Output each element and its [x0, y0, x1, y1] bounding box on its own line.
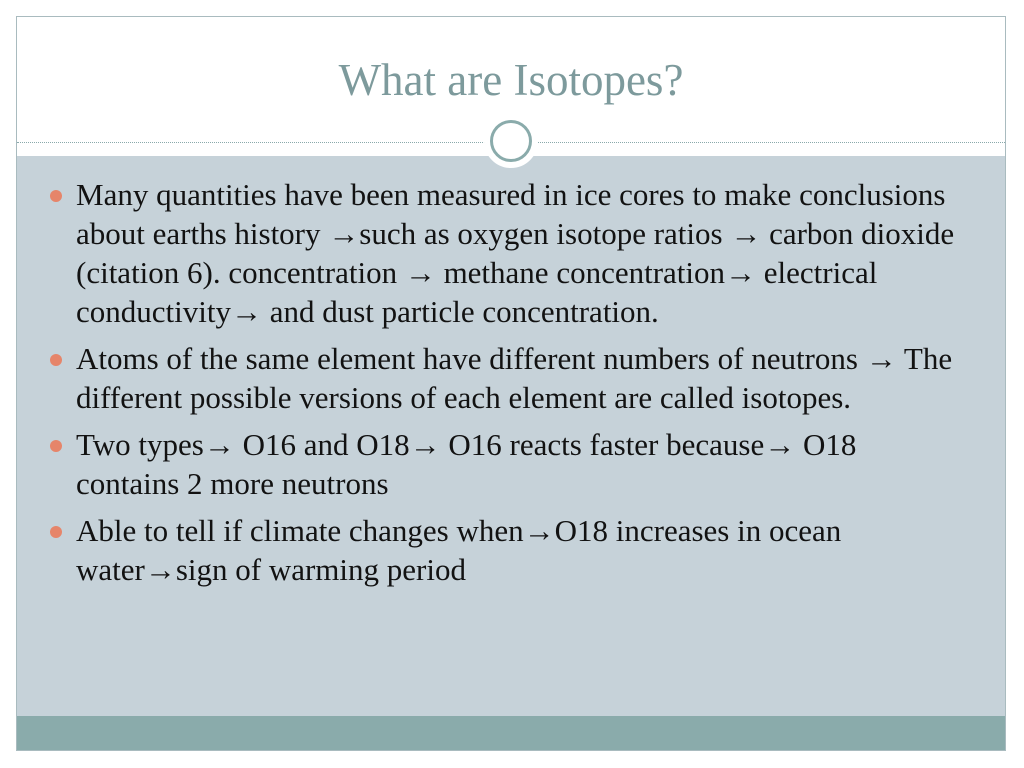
bullet-text: Many quantities have been measured in ic… — [76, 177, 955, 329]
list-item: Atoms of the same element have different… — [47, 339, 967, 417]
circle-ring-icon — [484, 114, 538, 168]
slide-title: What are Isotopes? — [338, 55, 684, 105]
list-item: Able to tell if climate changes when→O18… — [47, 511, 967, 589]
bullet-text: Two types→ O16 and O18→ O16 reacts faste… — [76, 427, 857, 501]
bullet-dot-icon — [50, 354, 62, 366]
circle-ring-inner — [490, 120, 532, 162]
bullet-text: Able to tell if climate changes when→O18… — [76, 513, 842, 587]
bullet-list: Many quantities have been measured in ic… — [47, 175, 967, 597]
bullet-dot-icon — [50, 440, 62, 452]
bullet-dot-icon — [50, 190, 62, 202]
content-area — [17, 156, 1005, 716]
slide: What are Isotopes? Many quantities have … — [16, 16, 1006, 751]
bullet-dot-icon — [50, 526, 62, 538]
list-item: Two types→ O16 and O18→ O16 reacts faste… — [47, 425, 967, 503]
footer-bar — [17, 716, 1005, 750]
bullet-text: Atoms of the same element have different… — [76, 341, 953, 415]
list-item: Many quantities have been measured in ic… — [47, 175, 967, 331]
